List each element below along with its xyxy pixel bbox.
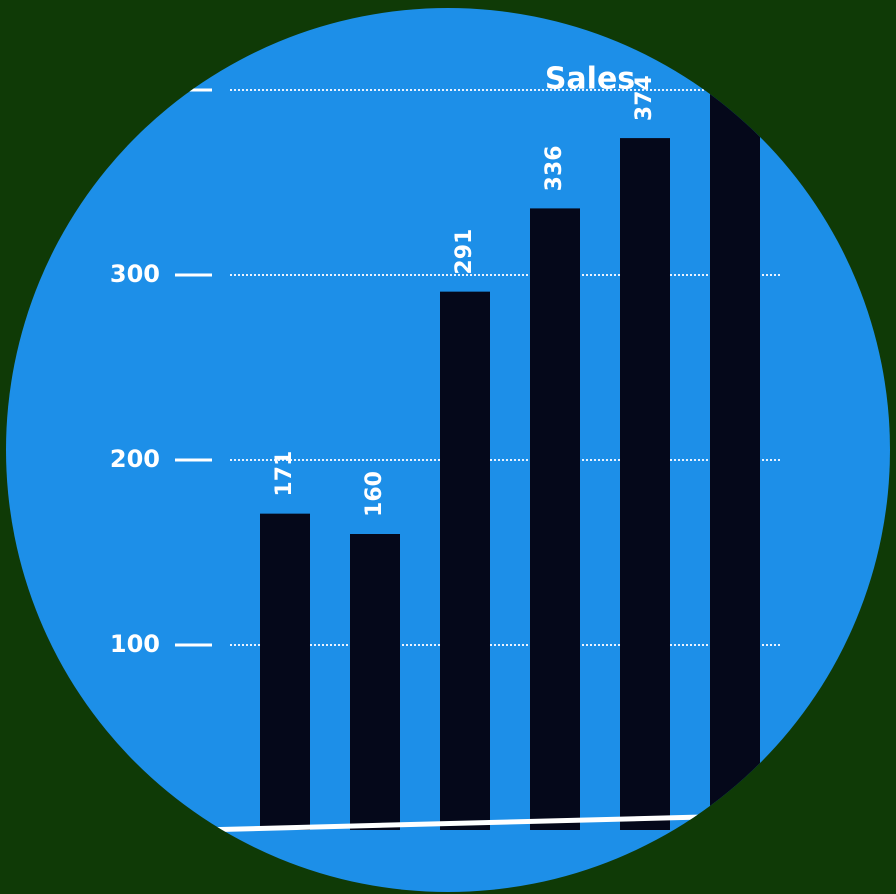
y-tick-label: 300 <box>110 260 160 288</box>
y-tick-label: 200 <box>110 445 160 473</box>
bar <box>350 534 400 830</box>
value-label: 291 <box>452 229 477 275</box>
value-label: 160 <box>362 471 387 517</box>
value-label: 336 <box>542 145 567 191</box>
bar <box>260 513 310 830</box>
bar <box>440 291 490 830</box>
value-label: 171 <box>272 451 297 497</box>
bar <box>710 34 760 830</box>
value-label: 374 <box>632 75 657 121</box>
bar <box>530 208 580 830</box>
baseline <box>199 813 741 833</box>
chart-title: Sales <box>545 62 635 97</box>
bar <box>620 138 670 831</box>
y-tick-label: 100 <box>110 630 160 658</box>
